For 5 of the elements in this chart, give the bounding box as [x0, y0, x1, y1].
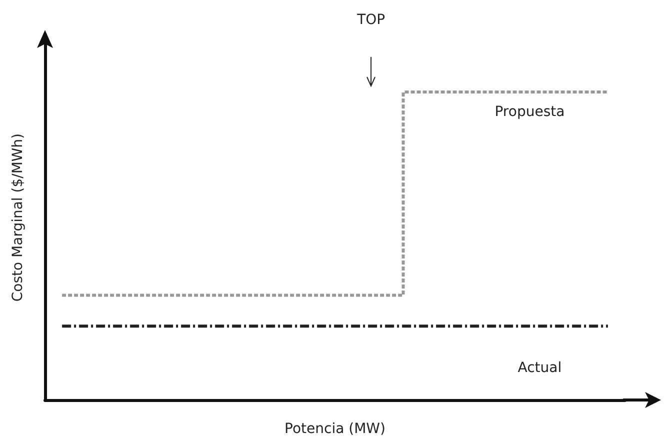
- text: TOP: [357, 12, 386, 28]
- text: Actual: [518, 360, 562, 376]
- series-label: Propuesta: [494, 104, 565, 120]
- y-axis-title: Costo Marginal ($/MWh): [10, 133, 26, 302]
- x-axis-title: Potencia (MW): [284, 421, 386, 437]
